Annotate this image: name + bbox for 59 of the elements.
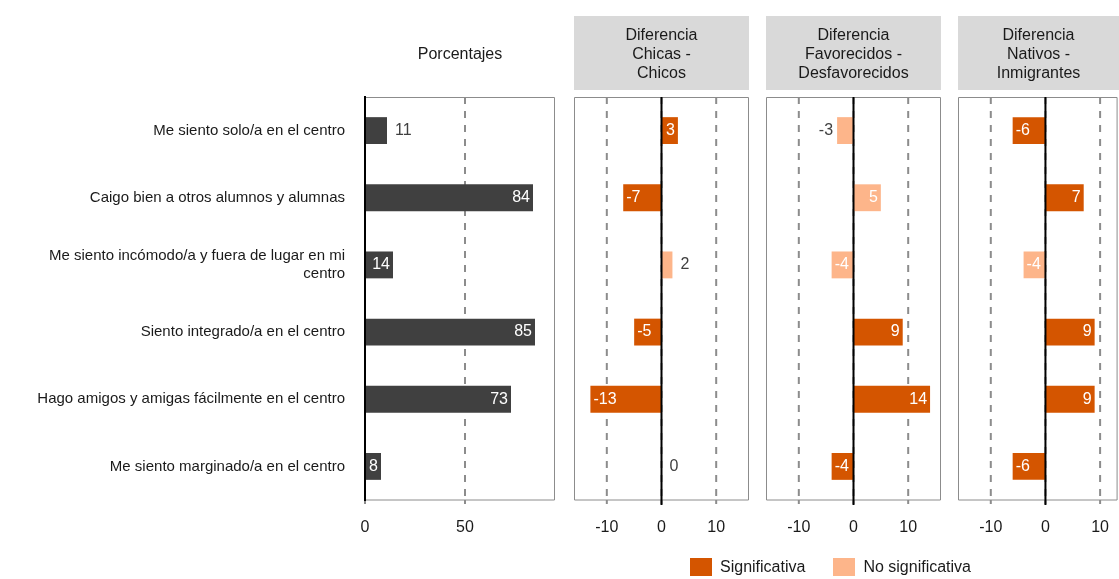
bar (1045, 184, 1084, 212)
chart-title: Diferencia Nativos - Inmigrantes (996, 24, 1081, 82)
y-tick-label: Hago amigos y amigas fácilmente en el centro (37, 389, 345, 407)
bar (837, 117, 854, 145)
y-tick-label: Me siento solo/a en el centro (153, 120, 345, 138)
x-tick-label: -10 (979, 518, 1003, 536)
data-label: -7 (626, 188, 641, 206)
x-tick-label: -10 (787, 518, 811, 536)
data-label: 7 (1071, 188, 1081, 206)
data-label: 14 (909, 389, 928, 407)
data-label: 11 (395, 120, 412, 138)
bar (1045, 318, 1095, 346)
chart-title: Porcentajes (417, 43, 503, 63)
y-tick-label: Me siento incómodo/a y fuera de lugar en mi centro (49, 246, 345, 282)
chart-title: Diferencia Favorecidos - Desfavorecidos (798, 24, 909, 82)
data-label: 9 (1082, 322, 1092, 340)
data-label: -4 (834, 456, 849, 474)
data-label: 14 (372, 255, 391, 273)
bar (590, 385, 662, 413)
x-tick-label: 10 (707, 518, 726, 536)
data-label: 9 (1082, 389, 1092, 407)
data-label: -4 (1026, 255, 1041, 273)
data-label: -6 (1015, 120, 1030, 138)
data-label: -13 (593, 389, 617, 407)
y-tick-label: Caigo bien a otros alumnos y alumnas (89, 187, 345, 205)
x-tick-label: 0 (1040, 518, 1050, 536)
y-tick-label: Me siento marginado/a en el centro (109, 456, 345, 474)
data-label: 8 (369, 456, 379, 474)
bar (365, 318, 535, 346)
data-label: -5 (637, 322, 652, 340)
bar (853, 385, 931, 413)
data-label: 5 (868, 188, 878, 206)
legend-label: No significativa (863, 558, 971, 576)
data-label: -4 (834, 255, 849, 273)
x-tick-label: 0 (657, 518, 667, 536)
bar (365, 184, 533, 212)
x-tick-label: 10 (1091, 518, 1110, 536)
bar (623, 184, 662, 212)
data-label: -6 (1015, 456, 1030, 474)
data-label: 73 (490, 389, 509, 407)
data-label: 3 (666, 120, 675, 138)
x-tick-label: 10 (899, 518, 918, 536)
data-label: 85 (514, 322, 533, 340)
y-tick-label: Siento integrado/a en el centro (140, 322, 345, 340)
x-tick-label: 0 (849, 518, 859, 536)
chart-title: Diferencia Chicas - Chicos (625, 24, 698, 82)
data-label: 0 (669, 456, 679, 474)
legend-label: Significativa (720, 558, 806, 576)
data-label: 84 (512, 188, 531, 206)
data-label: -3 (818, 120, 834, 138)
x-tick-label: -10 (595, 518, 619, 536)
bar (853, 318, 903, 346)
bar (1045, 385, 1095, 413)
bar (365, 385, 511, 413)
data-label: 2 (680, 255, 690, 273)
x-tick-label: 50 (456, 518, 474, 536)
x-tick-label: 0 (360, 518, 370, 536)
data-label: 9 (890, 322, 900, 340)
bar (365, 117, 387, 145)
